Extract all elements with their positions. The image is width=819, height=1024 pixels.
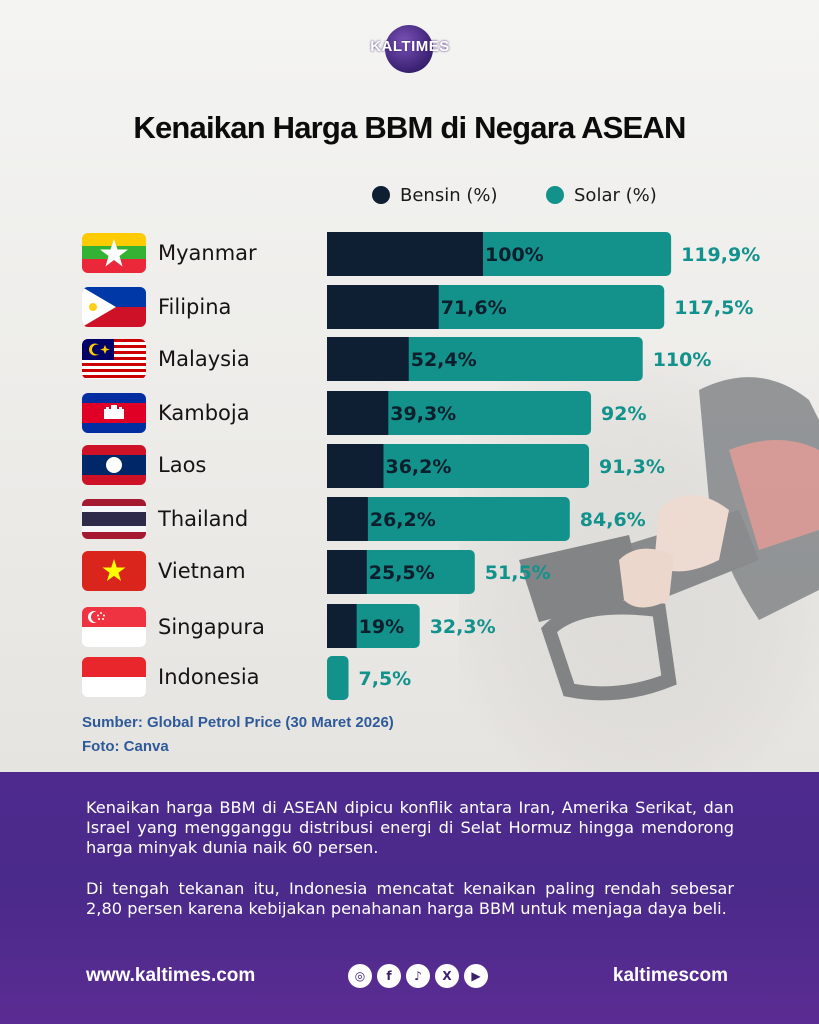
instagram-icon[interactable]: ◎ bbox=[348, 964, 372, 988]
bar-bensin-kamboja bbox=[327, 391, 389, 435]
description-paragraph-2: Di tengah tekanan itu, Indonesia mencata… bbox=[86, 879, 734, 918]
website-link[interactable]: www.kaltimes.com bbox=[86, 965, 256, 986]
country-label: Malaysia bbox=[158, 347, 250, 371]
bar-bensin-singapura bbox=[327, 604, 357, 648]
bar-bensin-thailand bbox=[327, 497, 368, 541]
source-note: Sumber: Global Petrol Price (30 Maret 20… bbox=[82, 714, 394, 731]
singapore-flag-icon bbox=[82, 607, 146, 647]
philippines-flag-icon bbox=[82, 287, 146, 327]
label-solar-kamboja: 92% bbox=[601, 403, 646, 425]
kaltimes-logo: KALTIMES bbox=[363, 20, 457, 78]
legend-swatch-solar bbox=[546, 186, 564, 204]
photo-credit: Foto: Canva bbox=[82, 738, 169, 755]
bar-chart: 100% 119,9% 71,6% 117,5% 52,4% 110% 39,3% 92% 36… bbox=[327, 232, 760, 700]
x-icon[interactable]: X bbox=[435, 964, 459, 988]
label-solar-singapura: 32,3% bbox=[430, 616, 496, 638]
label-bensin-filipina: 71,6% bbox=[441, 297, 507, 319]
country-label: Indonesia bbox=[158, 665, 260, 689]
cambodia-flag-icon bbox=[82, 393, 146, 433]
row-thailand: Thailand bbox=[82, 498, 248, 540]
row-singapura: Singapura bbox=[82, 606, 265, 648]
page-title: Kenaikan Harga BBM di Negara ASEAN bbox=[133, 110, 686, 145]
youtube-icon[interactable]: ▶ bbox=[464, 964, 488, 988]
country-label: Thailand bbox=[158, 507, 249, 531]
description-paragraph-1: Kenaikan harga BBM di ASEAN dipicu konfl… bbox=[86, 798, 734, 857]
myanmar-flag-icon bbox=[82, 233, 146, 273]
row-filipina: Filipina bbox=[82, 286, 231, 328]
bar-bensin-laos bbox=[327, 444, 384, 488]
row-laos: Laos bbox=[82, 444, 206, 486]
bar-solar-laos bbox=[327, 444, 590, 488]
country-label: Filipina bbox=[158, 295, 232, 319]
country-label: Vietnam bbox=[158, 559, 246, 583]
legend-label-bensin: Bensin (%) bbox=[400, 184, 498, 206]
label-solar-myanmar: 119,9% bbox=[681, 244, 760, 266]
vietnam-flag-icon bbox=[82, 551, 146, 591]
bar-bensin-filipina bbox=[327, 285, 439, 329]
thailand-flag-icon bbox=[82, 499, 146, 539]
label-bensin-malaysia: 52,4% bbox=[411, 349, 477, 371]
label-solar-malaysia: 110% bbox=[653, 349, 712, 371]
fuel-nozzle-illustration bbox=[459, 360, 819, 772]
label-bensin-singapura: 19% bbox=[359, 616, 404, 638]
row-myanmar: Myanmar bbox=[82, 232, 257, 274]
country-label: Laos bbox=[158, 453, 207, 477]
tiktok-icon[interactable]: ♪ bbox=[406, 964, 430, 988]
bar-solar-thailand bbox=[327, 497, 570, 541]
legend-item-bensin: Bensin (%) bbox=[372, 183, 498, 207]
row-vietnam: Vietnam bbox=[82, 550, 246, 592]
legend-label-solar: Solar (%) bbox=[574, 184, 657, 206]
label-solar-laos: 91,3% bbox=[599, 456, 665, 478]
label-bensin-laos: 36,2% bbox=[385, 456, 451, 478]
label-solar-thailand: 84,6% bbox=[580, 509, 646, 531]
row-malaysia: Malaysia bbox=[82, 338, 250, 380]
label-solar-vietnam: 51,5% bbox=[485, 562, 551, 584]
country-label: Singapura bbox=[158, 615, 265, 639]
legend-swatch-bensin bbox=[372, 186, 390, 204]
legend-item-solar: Solar (%) bbox=[546, 183, 657, 207]
label-bensin-myanmar: 100% bbox=[485, 244, 544, 266]
label-bensin-thailand: 26,2% bbox=[370, 509, 436, 531]
laos-flag-icon bbox=[82, 445, 146, 485]
description-panel: Kenaikan harga BBM di ASEAN dipicu konfl… bbox=[0, 772, 819, 1024]
row-indonesia: Indonesia bbox=[82, 656, 260, 698]
facebook-icon[interactable]: f bbox=[377, 964, 401, 988]
label-bensin-kamboja: 39,3% bbox=[390, 403, 456, 425]
bar-bensin-myanmar bbox=[327, 232, 483, 276]
label-solar-indonesia: 7,5% bbox=[359, 668, 412, 690]
social-handle[interactable]: kaltimescom bbox=[612, 965, 728, 986]
social-icons: ◎ f ♪ X ▶ bbox=[348, 964, 488, 988]
bar-solar-indonesia bbox=[327, 656, 349, 700]
label-bensin-vietnam: 25,5% bbox=[369, 562, 435, 584]
country-label: Myanmar bbox=[158, 241, 257, 265]
bar-bensin-vietnam bbox=[327, 550, 367, 594]
label-solar-filipina: 117,5% bbox=[674, 297, 753, 319]
malaysia-flag-icon bbox=[82, 339, 146, 379]
row-kamboja: Kamboja bbox=[82, 392, 250, 434]
country-label: Kamboja bbox=[158, 401, 250, 425]
bar-bensin-malaysia bbox=[327, 337, 409, 381]
indonesia-flag-icon bbox=[82, 657, 146, 697]
infographic-top: KALTIMES Kenaikan Harga BBM di Negara AS… bbox=[0, 0, 819, 772]
bar-solar-kamboja bbox=[327, 391, 592, 435]
